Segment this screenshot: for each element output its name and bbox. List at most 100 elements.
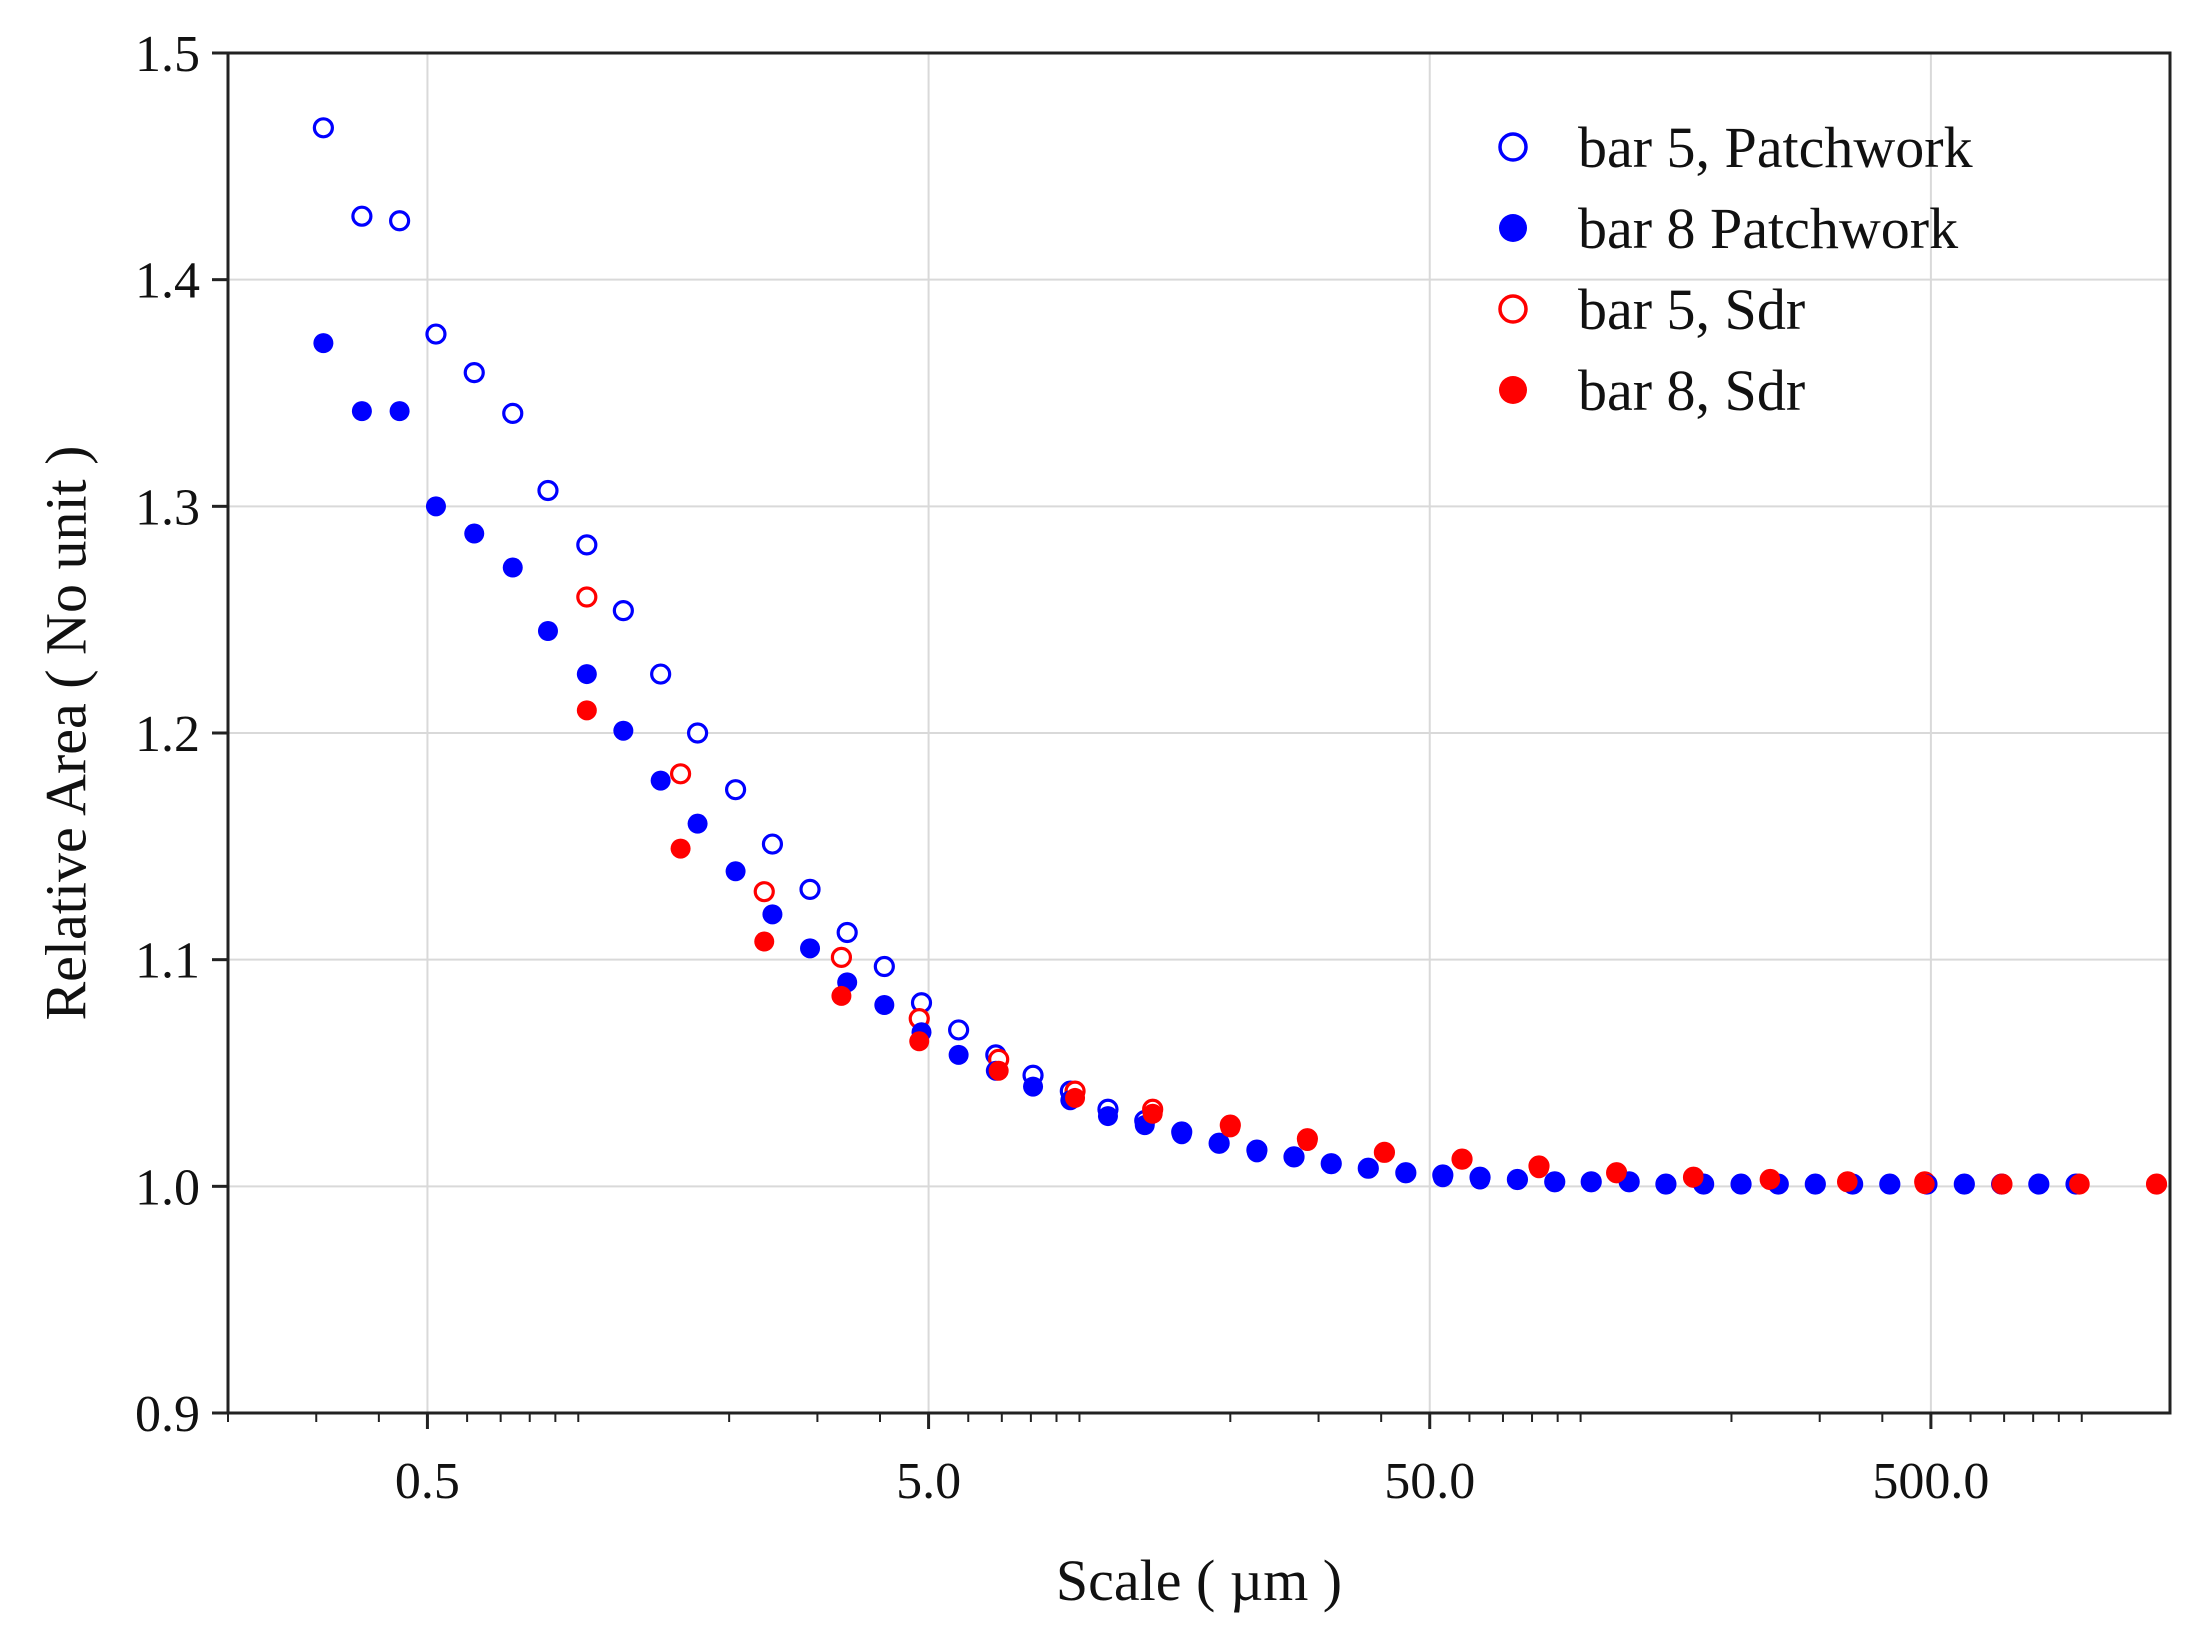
grid-lines (228, 53, 2170, 1413)
data-points (312, 117, 2168, 1195)
data-point (537, 621, 558, 641)
x-axis-title: Scale ( µm ) (1056, 1548, 1342, 1613)
x-tick-label: 50.0 (1384, 1453, 1475, 1510)
legend-marker (1499, 214, 1527, 242)
data-point (425, 323, 447, 345)
legend-marker (1498, 132, 1528, 162)
data-point (761, 833, 784, 855)
data-point (1065, 1087, 1086, 1108)
data-point (831, 985, 852, 1006)
data-point (613, 720, 634, 741)
data-point (753, 881, 775, 903)
legend-label: bar 8, Sdr (1578, 358, 1805, 423)
data-point (1209, 1133, 1230, 1154)
data-point (725, 861, 746, 882)
y-tick-label: 1.3 (135, 479, 200, 536)
data-point (1581, 1171, 1602, 1192)
y-tick-label: 0.9 (135, 1386, 200, 1443)
x-tick-labels: 0.5 5.0 50.0 500.0 (395, 1453, 1989, 1510)
data-point (1914, 1174, 1935, 1195)
data-point (1246, 1142, 1267, 1163)
y-tick-label: 1.5 (135, 26, 200, 83)
data-point (687, 813, 708, 834)
data-point (1452, 1149, 1473, 1170)
axis-ticks (212, 51, 2083, 1429)
data-point (464, 523, 485, 544)
data-point (576, 664, 597, 685)
data-point (724, 779, 747, 801)
data-point (1358, 1158, 1379, 1179)
y-tick-label: 1.4 (135, 253, 200, 310)
data-point (612, 599, 634, 622)
data-point (1683, 1167, 1704, 1188)
data-point (1507, 1169, 1528, 1190)
data-point (2146, 1174, 2167, 1195)
data-point (988, 1060, 1009, 1081)
data-point (1395, 1162, 1416, 1183)
data-point (670, 838, 691, 859)
data-point (312, 117, 334, 139)
legend-label: bar 8 Patchwork (1578, 196, 1958, 261)
data-point (686, 722, 709, 744)
data-point (425, 496, 446, 517)
data-point (1731, 1174, 1752, 1195)
data-point (313, 333, 334, 354)
data-point (1297, 1131, 1318, 1151)
x-tick-label: 500.0 (1872, 1453, 1989, 1510)
data-point (1606, 1162, 1627, 1183)
data-point (1760, 1169, 1781, 1190)
data-point (1805, 1174, 1826, 1195)
data-point (948, 1019, 970, 1041)
data-point (2069, 1174, 2090, 1195)
data-point (1097, 1106, 1118, 1127)
data-point (799, 878, 821, 901)
data-point (1171, 1124, 1192, 1145)
data-point (1374, 1142, 1395, 1163)
data-point (873, 955, 895, 978)
data-point (537, 479, 559, 502)
data-point (650, 770, 671, 791)
data-point (576, 534, 598, 556)
data-point (1321, 1153, 1342, 1174)
data-point (1528, 1158, 1549, 1179)
data-point (1954, 1174, 1975, 1195)
data-point (830, 946, 853, 969)
data-point (874, 995, 895, 1015)
data-point (576, 700, 597, 721)
data-point (754, 931, 775, 952)
legend-label: bar 5, Sdr (1578, 277, 1805, 342)
legend: bar 5, Patchwork bar 8 Patchwork bar 5, Sd… (1498, 115, 1973, 423)
data-point (669, 763, 692, 785)
x-tick-label: 0.5 (395, 1453, 460, 1510)
y-tick-label: 1.1 (135, 933, 200, 990)
data-point (800, 938, 821, 959)
data-point (463, 362, 485, 384)
legend-marker (1498, 294, 1528, 324)
data-point (351, 205, 373, 227)
y-tick-labels: 0.9 1.0 1.1 1.2 1.3 1.4 1.5 (135, 26, 200, 1443)
data-point (351, 401, 372, 422)
y-tick-label: 1.2 (135, 706, 200, 763)
data-point (502, 557, 523, 578)
y-tick-label: 1.0 (135, 1159, 200, 1216)
data-point (909, 1031, 930, 1052)
data-point (1991, 1174, 2012, 1195)
series-4 (576, 700, 2167, 1195)
data-point (1544, 1171, 1565, 1192)
data-point (762, 904, 783, 925)
data-point (948, 1044, 969, 1065)
data-point (1023, 1076, 1044, 1097)
data-point (1220, 1117, 1241, 1138)
x-tick-label: 5.0 (896, 1453, 961, 1510)
data-point (502, 402, 524, 424)
data-point (389, 210, 411, 232)
legend-marker (1499, 376, 1527, 404)
data-point (1470, 1169, 1491, 1190)
data-point (1879, 1174, 1900, 1195)
legend-label: bar 5, Patchwork (1578, 115, 1973, 180)
data-point (1837, 1171, 1858, 1192)
data-point (650, 663, 672, 685)
data-point (1655, 1174, 1676, 1195)
